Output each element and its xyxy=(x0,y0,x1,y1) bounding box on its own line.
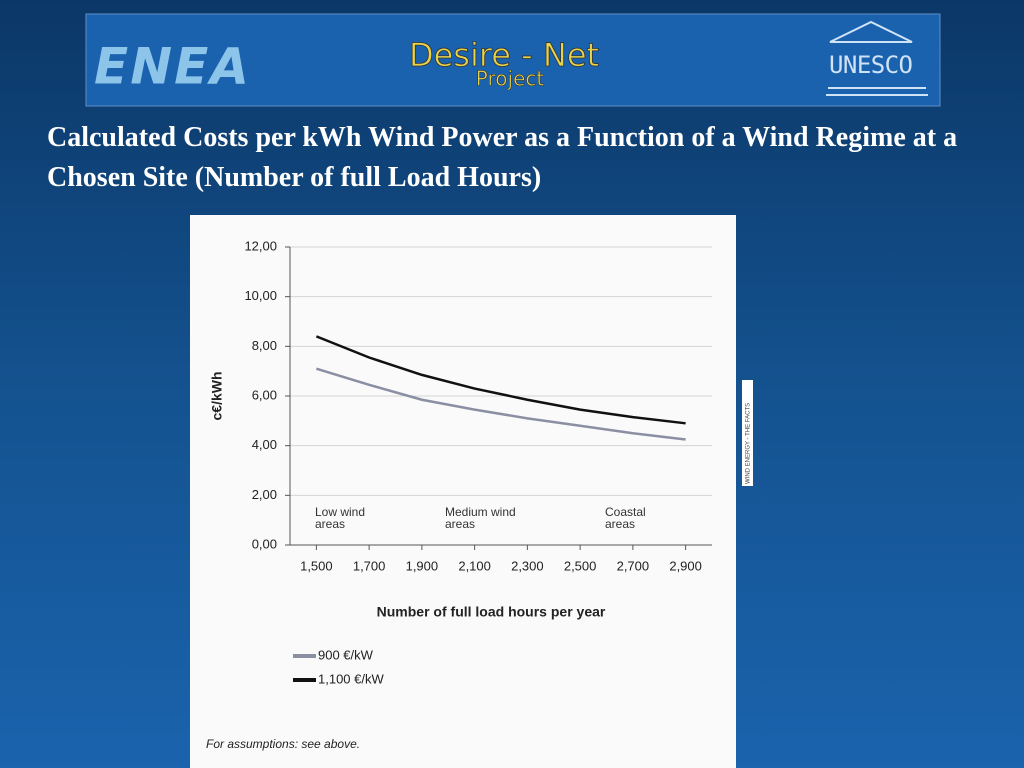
x-tick-label: 1,900 xyxy=(406,558,439,573)
series-line xyxy=(316,367,686,441)
y-tick-label: 12,00 xyxy=(244,238,277,253)
y-tick-label: 4,00 xyxy=(252,437,277,452)
project-name: Desire - Net xyxy=(409,36,599,74)
y-tick-label: 10,00 xyxy=(244,288,277,303)
x-tick-label: 2,300 xyxy=(511,558,544,573)
unesco-logo: UNESCO xyxy=(829,51,913,79)
x-tick-label: 2,500 xyxy=(564,558,597,573)
banner xyxy=(85,13,941,107)
side-strip xyxy=(742,380,753,486)
legend-label: 1,100 €/kW xyxy=(318,671,384,686)
annotation: Low wind areas xyxy=(315,505,366,531)
y-tick-label: 6,00 xyxy=(252,387,277,402)
y-tick-label: 2,00 xyxy=(252,487,277,502)
y-tick-label: 8,00 xyxy=(252,338,277,353)
x-tick-label: 1,500 xyxy=(300,558,333,573)
unesco-temple xyxy=(826,20,928,96)
project-sub: Project xyxy=(476,67,545,91)
annotation: Coastal areas xyxy=(605,505,646,531)
series-line xyxy=(315,335,686,425)
side-label: WIND ENERGY - THE FACTS xyxy=(746,403,752,484)
x-tick-label: 2,900 xyxy=(669,558,702,573)
x-tick-label: 2,700 xyxy=(617,558,650,573)
legend-label: 900 €/kW xyxy=(318,647,374,662)
chart-panel xyxy=(190,215,736,768)
x-axis-title: Number of full load hours per year xyxy=(377,604,606,620)
y-tick-label: 0,00 xyxy=(252,536,277,551)
annotation: Medium wind areas xyxy=(445,505,516,531)
x-tick-label: 1,700 xyxy=(353,558,386,573)
enea-logo: ENEA xyxy=(94,38,249,96)
footnote: For assumptions: see above. xyxy=(206,737,361,751)
x-tick-label: 2,100 xyxy=(458,558,491,573)
slide-title: Calculated Costs per kWh Wind Power as a… xyxy=(47,122,958,193)
y-axis-title: c€/kWh xyxy=(209,371,225,420)
